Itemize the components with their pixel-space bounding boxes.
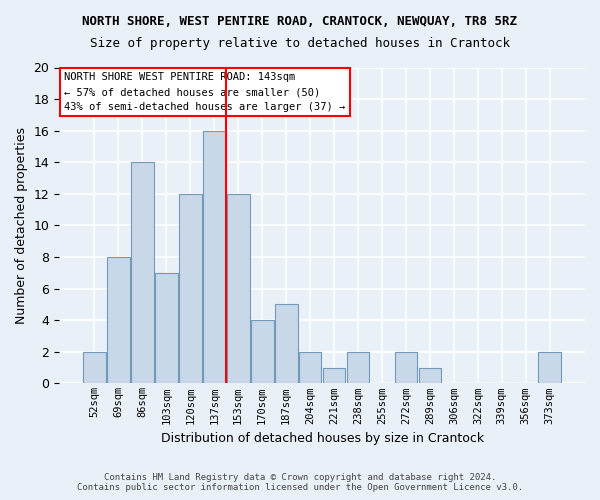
Bar bbox=[251, 320, 274, 384]
Bar bbox=[179, 194, 202, 384]
Bar bbox=[275, 304, 298, 384]
Bar bbox=[419, 368, 441, 384]
Bar bbox=[107, 257, 130, 384]
Text: Contains HM Land Registry data © Crown copyright and database right 2024.
Contai: Contains HM Land Registry data © Crown c… bbox=[77, 473, 523, 492]
Bar bbox=[299, 352, 322, 384]
Bar bbox=[83, 352, 106, 384]
Y-axis label: Number of detached properties: Number of detached properties bbox=[15, 127, 28, 324]
Bar bbox=[538, 352, 561, 384]
Text: NORTH SHORE WEST PENTIRE ROAD: 143sqm
← 57% of detached houses are smaller (50)
: NORTH SHORE WEST PENTIRE ROAD: 143sqm ← … bbox=[64, 72, 346, 112]
Bar bbox=[347, 352, 370, 384]
Text: Size of property relative to detached houses in Crantock: Size of property relative to detached ho… bbox=[90, 38, 510, 51]
Bar bbox=[131, 162, 154, 384]
Bar bbox=[203, 130, 226, 384]
Bar bbox=[323, 368, 346, 384]
Bar bbox=[155, 273, 178, 384]
X-axis label: Distribution of detached houses by size in Crantock: Distribution of detached houses by size … bbox=[161, 432, 484, 445]
Bar bbox=[227, 194, 250, 384]
Text: NORTH SHORE, WEST PENTIRE ROAD, CRANTOCK, NEWQUAY, TR8 5RZ: NORTH SHORE, WEST PENTIRE ROAD, CRANTOCK… bbox=[83, 15, 517, 28]
Bar bbox=[395, 352, 418, 384]
